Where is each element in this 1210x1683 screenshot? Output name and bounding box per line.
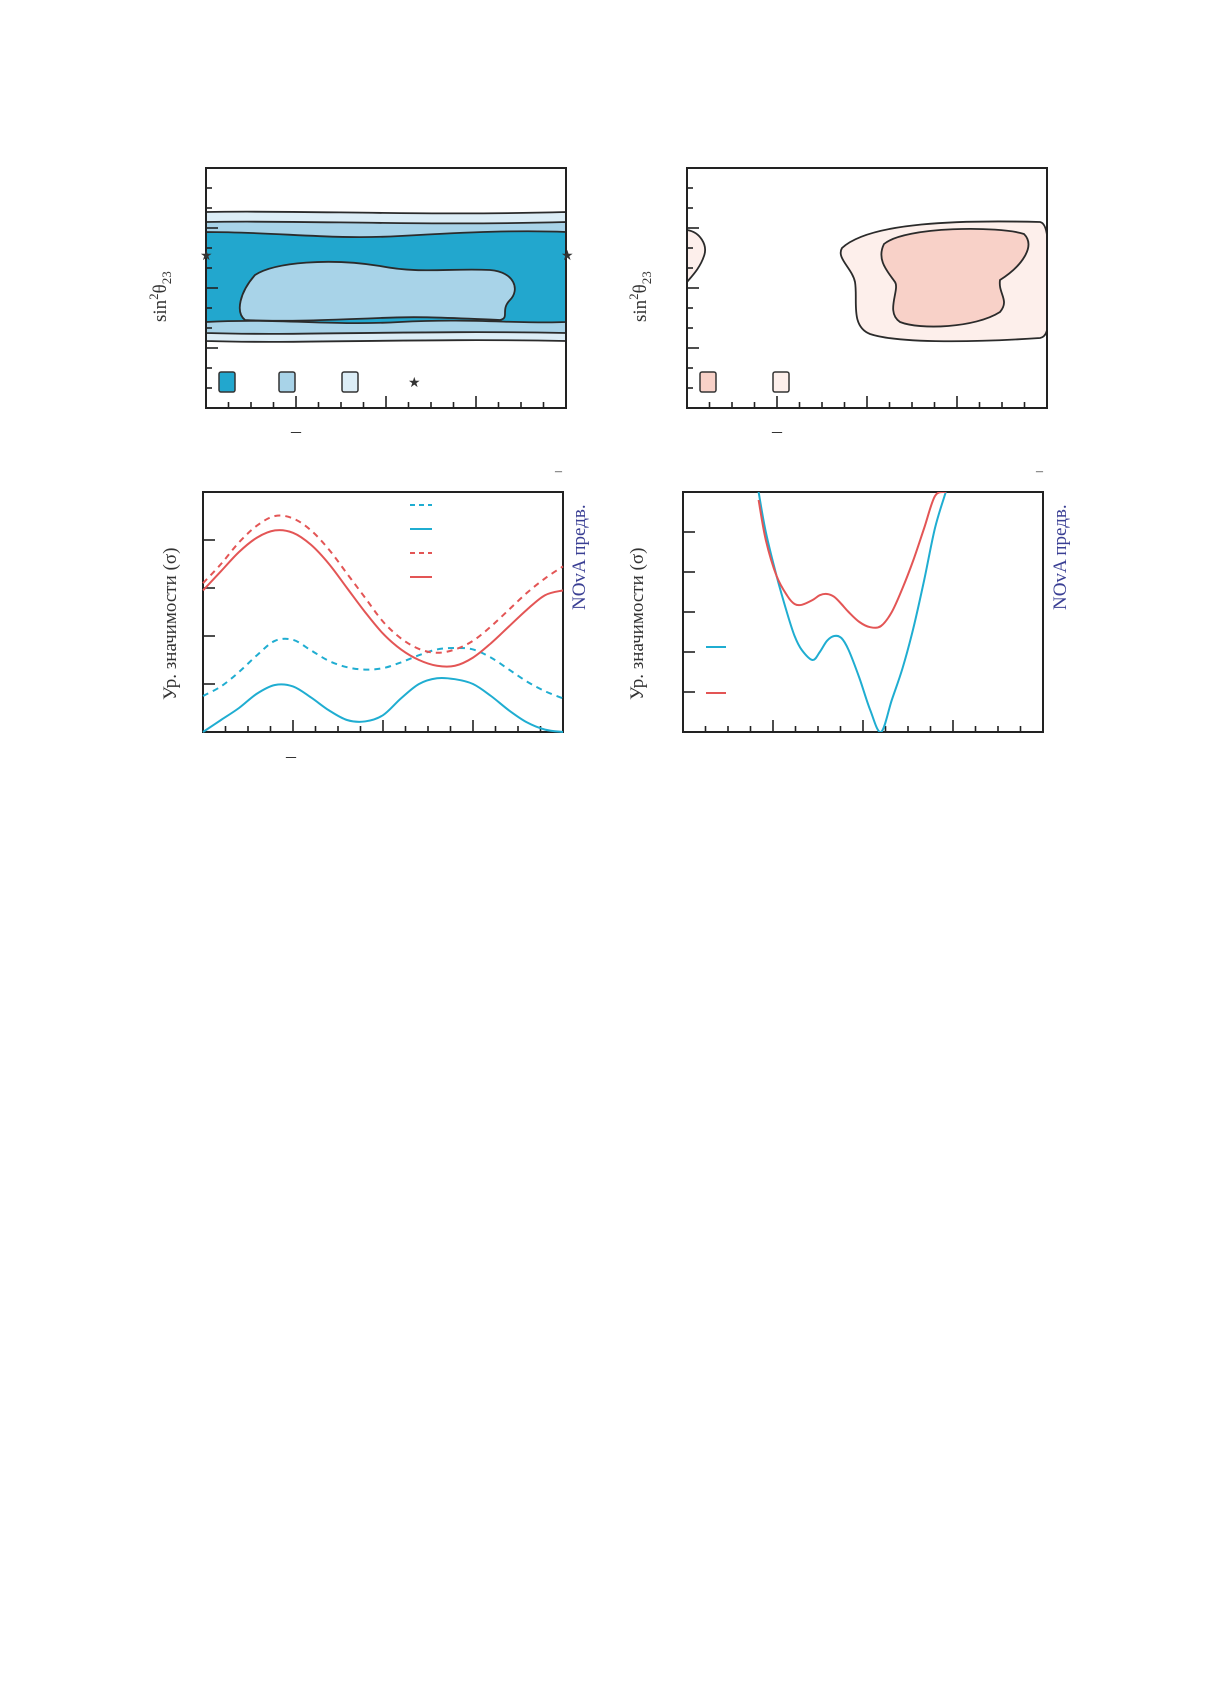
panel-c-lines	[202, 514, 564, 733]
series-line-0	[757, 492, 947, 732]
legend-star: ★	[408, 376, 421, 391]
panel-d-lines	[757, 492, 947, 732]
panel-a-xtick-minus: –	[290, 420, 302, 442]
legend-box-light	[341, 371, 359, 393]
panel-a-ylabel: sin2θ23	[146, 271, 174, 322]
panel-d-nova-label: NOvA предв.	[1050, 504, 1071, 610]
panel-c: – – Ур. значимости (σ) NOvA предв.	[160, 464, 590, 767]
panel-d-ticks	[683, 531, 1022, 732]
panel-c-corner-dash: –	[554, 464, 563, 479]
nh-contour-hole	[238, 260, 516, 322]
panel-d-ylabel: Ур. значимости (σ)	[627, 548, 648, 700]
best-fit-star-left: ★	[200, 249, 213, 264]
panel-b-ticks	[687, 187, 1026, 408]
panel-d-frame	[682, 491, 1044, 733]
panel-c-xtick-minus: –	[285, 745, 297, 767]
svg-text:sin2θ23: sin2θ23	[146, 271, 174, 322]
series-line-0	[202, 637, 564, 700]
legend-box-dark	[218, 371, 236, 393]
series-line-1	[757, 492, 947, 629]
best-fit-star-right: ★	[561, 249, 574, 264]
panel-c-ylabel: Ур. значимости (σ)	[160, 548, 181, 700]
panel-c-ticks	[203, 539, 542, 732]
legend-box-ih-dark	[699, 371, 717, 393]
panel-a-ticks	[206, 187, 545, 408]
ih-contour-inner	[880, 227, 1030, 328]
svg-text:sin2θ23: sin2θ23	[626, 271, 654, 322]
panel-b-xtick-minus: –	[771, 420, 783, 442]
legend-box-ih-light	[772, 371, 790, 393]
series-line-2	[202, 514, 564, 654]
panel-d: – Ур. значимости (σ) NOvA предв.	[627, 464, 1071, 733]
series-line-3	[202, 529, 564, 668]
panel-c-frame	[202, 491, 564, 733]
legend-box-mid	[278, 371, 296, 393]
series-line-1	[202, 676, 564, 733]
panel-d-corner-dash: –	[1035, 464, 1044, 479]
panel-b-ylabel: sin2θ23	[626, 271, 654, 322]
panel-c-nova-label: NOvA предв.	[569, 504, 590, 610]
ih-contour-left-lobe	[687, 229, 706, 284]
panel-b: – sin2θ23	[626, 167, 1048, 442]
panel-a: ★ ★ ★ – sin2θ23	[146, 167, 574, 442]
